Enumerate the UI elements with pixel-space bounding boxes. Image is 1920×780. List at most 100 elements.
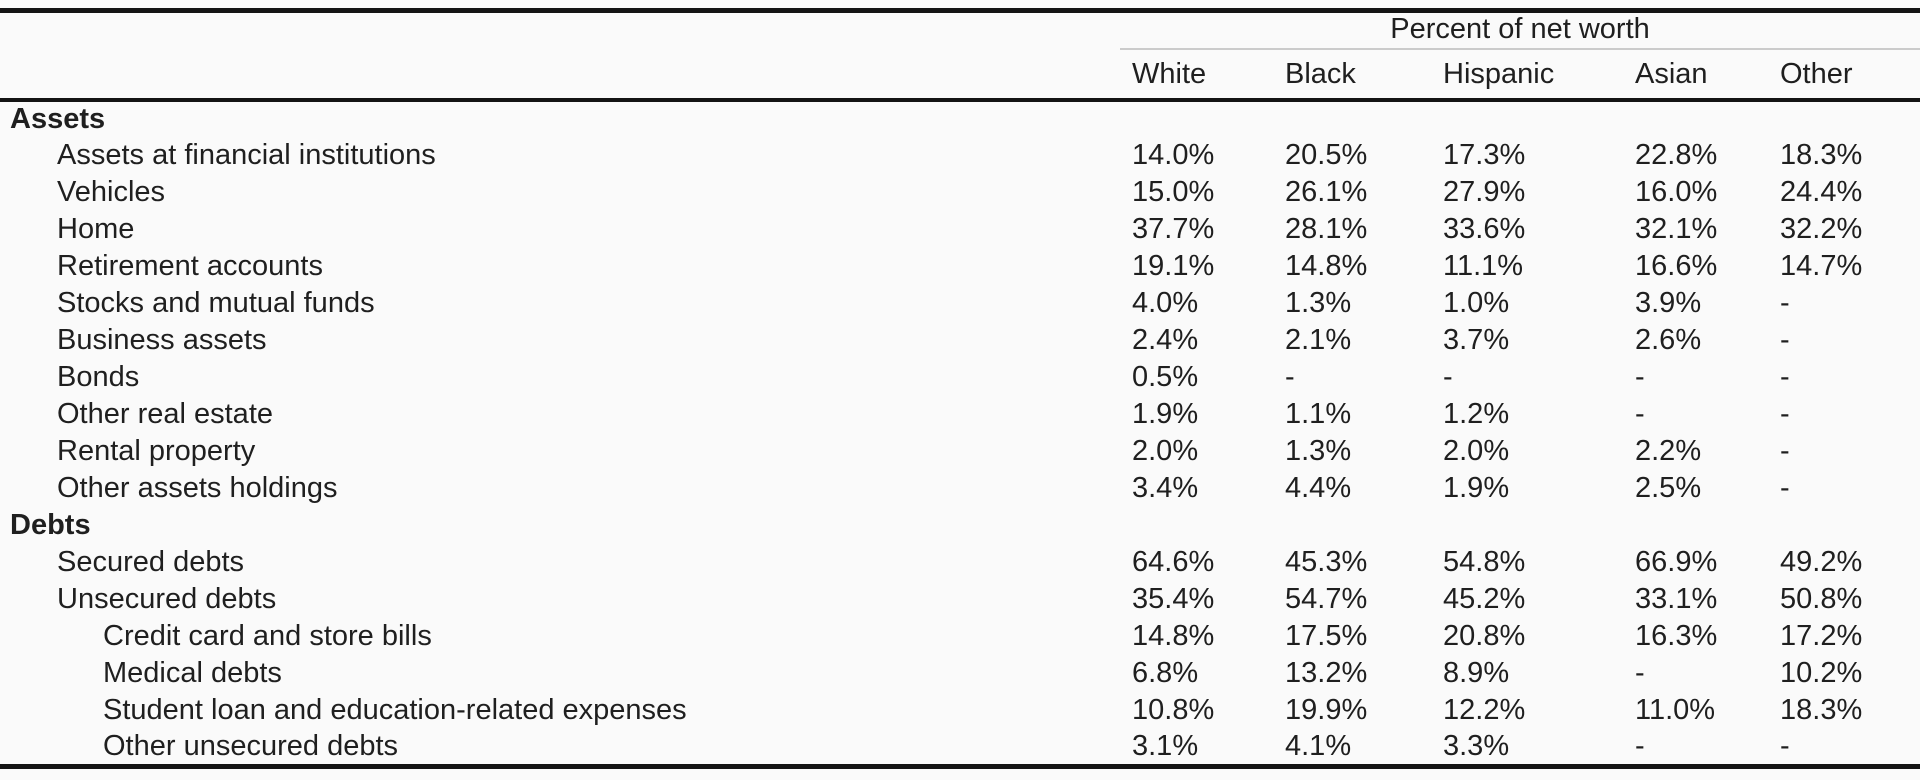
value-cell: 26.1%: [1285, 176, 1368, 208]
value-cell: 0.5%: [1132, 361, 1199, 393]
table-row: Debts: [0, 507, 1920, 544]
row-label: Bonds: [57, 361, 140, 393]
value-cell: 24.4%: [1780, 176, 1863, 208]
value-cell: -: [1780, 472, 1790, 504]
row-label: Credit card and store bills: [103, 620, 432, 652]
value-cell: 45.3%: [1285, 546, 1368, 578]
value-cell: 4.0%: [1132, 287, 1199, 319]
value-cell: 19.9%: [1285, 694, 1368, 726]
table-row: Other unsecured debts 3.1% 4.1% 3.3% - -: [0, 729, 1920, 766]
row-label: Unsecured debts: [57, 583, 277, 615]
value-cell: -: [1780, 398, 1790, 430]
value-cell: 12.2%: [1443, 694, 1526, 726]
value-cell: 3.4%: [1132, 472, 1199, 504]
value-cell: 2.5%: [1635, 472, 1702, 504]
value-cell: 14.8%: [1285, 250, 1368, 282]
row-label: Rental property: [57, 435, 256, 467]
value-cell: 17.3%: [1443, 139, 1526, 171]
value-cell: 14.7%: [1780, 250, 1863, 282]
row-label: Business assets: [57, 324, 267, 356]
row-label: Vehicles: [57, 176, 166, 208]
value-cell: 2.2%: [1635, 435, 1702, 467]
value-cell: 35.4%: [1132, 583, 1215, 615]
row-label: Student loan and education-related expen…: [103, 694, 687, 726]
value-cell: 19.1%: [1132, 250, 1215, 282]
value-cell: -: [1443, 361, 1453, 393]
value-cell: 17.5%: [1285, 620, 1368, 652]
value-cell: 1.3%: [1285, 287, 1352, 319]
table-row: Home 37.7% 28.1% 33.6% 32.1% 32.2%: [0, 211, 1920, 248]
value-cell: -: [1780, 287, 1790, 319]
value-cell: 11.0%: [1635, 694, 1716, 726]
value-cell: 33.6%: [1443, 213, 1526, 245]
header-row-stub: [0, 49, 1120, 102]
value-cell: 1.3%: [1285, 435, 1352, 467]
table-row: Secured debts 64.6% 45.3% 54.8% 66.9% 49.2%: [0, 544, 1920, 581]
table-row: Other real estate 1.9% 1.1% 1.2% - -: [0, 396, 1920, 433]
table-row: Credit card and store bills 14.8% 17.5% 20.…: [0, 618, 1920, 655]
value-cell: 3.9%: [1635, 287, 1702, 319]
value-cell: 18.3%: [1780, 139, 1863, 171]
value-cell: [1623, 100, 1768, 137]
value-cell: 20.5%: [1285, 139, 1368, 171]
value-cell: 33.1%: [1635, 583, 1718, 615]
table-row: Student loan and education-related expen…: [0, 692, 1920, 729]
value-cell: 27.9%: [1443, 176, 1526, 208]
value-cell: -: [1635, 361, 1645, 393]
row-label: Secured debts: [57, 546, 245, 578]
value-cell: 37.7%: [1132, 213, 1215, 245]
value-cell: 2.0%: [1132, 435, 1199, 467]
value-cell: 2.1%: [1285, 324, 1352, 356]
value-cell: [1768, 507, 1920, 544]
value-cell: 3.1%: [1132, 729, 1199, 762]
column-header-other: Other: [1768, 49, 1920, 102]
value-cell: 1.9%: [1132, 398, 1199, 430]
value-cell: 18.3%: [1780, 694, 1863, 726]
column-header-hispanic: Hispanic: [1431, 49, 1623, 102]
value-cell: -: [1780, 324, 1790, 356]
row-label: Other unsecured debts: [103, 729, 399, 762]
table-row: Vehicles 15.0% 26.1% 27.9% 16.0% 24.4%: [0, 174, 1920, 211]
value-cell: 54.7%: [1285, 583, 1368, 615]
section-label: Debts: [10, 509, 91, 541]
value-cell: 10.8%: [1132, 694, 1215, 726]
table-row: Retirement accounts 19.1% 14.8% 11.1% 16.6% 1…: [0, 248, 1920, 285]
table-row: Unsecured debts 35.4% 54.7% 45.2% 33.1% 50.8%: [0, 581, 1920, 618]
table-title: Percent of net worth: [1120, 10, 1920, 50]
value-cell: 1.9%: [1443, 472, 1510, 504]
value-cell: [1273, 507, 1431, 544]
value-cell: -: [1285, 361, 1295, 393]
column-header-white: White: [1120, 49, 1273, 102]
value-cell: -: [1635, 398, 1645, 430]
value-cell: 32.1%: [1635, 213, 1718, 245]
row-label: Retirement accounts: [57, 250, 323, 282]
value-cell: -: [1780, 435, 1790, 467]
row-label: Other assets holdings: [57, 472, 338, 504]
row-label: Other real estate: [57, 398, 273, 430]
value-cell: 50.8%: [1780, 583, 1863, 615]
table-row: Stocks and mutual funds 4.0% 1.3% 1.0% 3.9% -: [0, 285, 1920, 322]
value-cell: 10.2%: [1780, 657, 1863, 689]
value-cell: -: [1780, 729, 1790, 762]
value-cell: 16.3%: [1635, 620, 1718, 652]
value-cell: 8.9%: [1443, 657, 1510, 689]
value-cell: 28.1%: [1285, 213, 1368, 245]
table-row: Bonds 0.5% - - - -: [0, 359, 1920, 396]
value-cell: 54.8%: [1443, 546, 1526, 578]
value-cell: 22.8%: [1635, 139, 1718, 171]
table-body: Assets Assets at financial institutions 14…: [0, 100, 1920, 766]
table-row: Assets at financial institutions 14.0% 20.…: [0, 137, 1920, 174]
value-cell: [1273, 100, 1431, 137]
column-header-black: Black: [1273, 49, 1431, 102]
value-cell: 16.6%: [1635, 250, 1718, 282]
value-cell: 32.2%: [1780, 213, 1863, 245]
value-cell: [1768, 100, 1920, 137]
value-cell: 2.6%: [1635, 324, 1702, 356]
value-cell: [1623, 507, 1768, 544]
table-row: Other assets holdings 3.4% 4.4% 1.9% 2.5% -: [0, 470, 1920, 507]
row-label: Home: [57, 213, 135, 245]
value-cell: 3.3%: [1443, 729, 1510, 762]
value-cell: 11.1%: [1443, 250, 1524, 282]
column-header-row: White Black Hispanic Asian Other: [0, 49, 1920, 102]
